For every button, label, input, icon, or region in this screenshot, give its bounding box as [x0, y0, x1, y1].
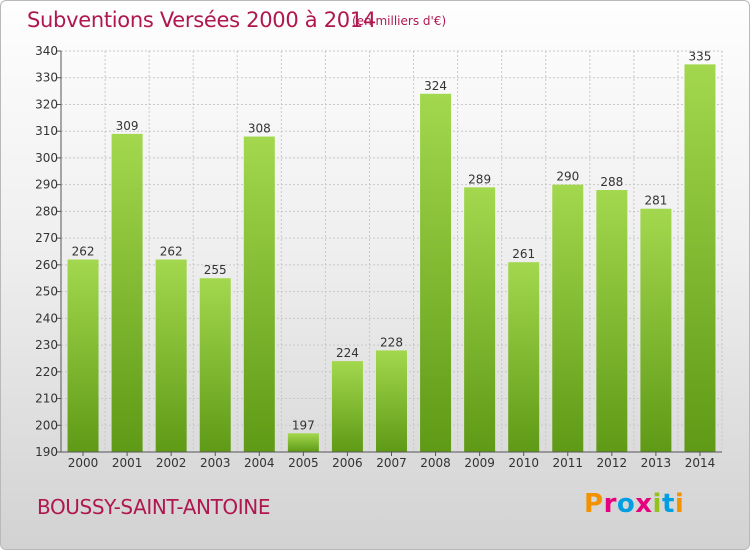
- x-tick-label: 2010: [508, 456, 539, 470]
- logo-letter: i: [652, 489, 662, 519]
- data-label-2007: 228: [380, 335, 403, 349]
- logo-letter: P: [584, 489, 604, 519]
- bar-2014: [684, 64, 716, 452]
- data-label-2001: 309: [116, 119, 139, 133]
- data-label-2004: 308: [248, 122, 271, 136]
- data-label-2009: 289: [468, 172, 491, 186]
- data-label-2014: 335: [689, 49, 712, 63]
- data-labels: 262 309 262 255 308 197 224 228 324 289 261 290 288 2…: [72, 49, 712, 432]
- x-tick-label: 2000: [68, 456, 99, 470]
- x-tick-label: 2006: [332, 456, 363, 470]
- bar-2008: [420, 93, 452, 453]
- unit-label: (en milliers d'€): [352, 14, 447, 28]
- y-tick-label: 290: [35, 178, 58, 192]
- y-tick-label: 190: [35, 445, 58, 459]
- y-tick-label: 270: [35, 231, 58, 245]
- data-label-2008: 324: [424, 79, 447, 93]
- y-tick-label: 320: [35, 97, 58, 111]
- x-tick-label: 2003: [200, 456, 231, 470]
- chart-title: Subventions Versées 2000 à 2014: [27, 8, 376, 32]
- x-tick-label: 2009: [464, 456, 495, 470]
- x-tick-label: 2014: [685, 456, 716, 470]
- x-tick-label: 2012: [597, 456, 628, 470]
- x-tick-label: 2002: [156, 456, 187, 470]
- bar-2007: [376, 350, 407, 452]
- y-tick-label: 310: [35, 124, 58, 138]
- data-label-2006: 224: [336, 346, 359, 360]
- data-label-2002: 262: [160, 245, 183, 259]
- y-tick-label: 220: [35, 365, 58, 379]
- x-tick-label: 2005: [288, 456, 319, 470]
- commune-name: BOUSSY-SAINT-ANTOINE: [37, 495, 271, 519]
- bar-2011: [552, 184, 584, 452]
- bar-2000: [67, 259, 99, 452]
- logo-letter: r: [603, 489, 617, 519]
- bar-2010: [508, 262, 540, 452]
- y-tick-label: 200: [35, 418, 58, 432]
- logo-letter: x: [635, 489, 653, 519]
- y-tick-label: 250: [35, 285, 58, 299]
- logo-letter: t: [661, 489, 675, 519]
- bar-2009: [464, 187, 496, 452]
- data-label-2011: 290: [556, 170, 579, 184]
- y-tick-label: 330: [35, 71, 58, 85]
- x-tick-label: 2008: [420, 456, 451, 470]
- x-tick-label: 2007: [376, 456, 407, 470]
- y-tick-label: 260: [35, 258, 58, 272]
- logo-letter: o: [616, 489, 636, 519]
- data-label-2013: 281: [644, 194, 667, 208]
- bar-2012: [596, 190, 628, 452]
- data-label-2012: 288: [600, 175, 623, 189]
- bar-2003: [199, 278, 231, 452]
- logo-letter: i: [674, 489, 685, 519]
- y-tick-label: 240: [35, 311, 58, 325]
- data-label-2003: 255: [204, 263, 227, 277]
- bar-2005: [287, 433, 319, 452]
- x-tick-label: 2013: [641, 456, 672, 470]
- y-tick-label: 210: [35, 392, 58, 406]
- y-tick-label: 340: [35, 44, 58, 58]
- x-tick-label: 2011: [552, 456, 583, 470]
- y-tick-label: 300: [35, 151, 58, 165]
- bar-2002: [155, 259, 187, 452]
- y-tick-label: 280: [35, 204, 58, 218]
- data-label-2000: 262: [72, 245, 95, 259]
- x-tick-label: 2001: [112, 456, 143, 470]
- bars: [67, 64, 716, 453]
- data-label-2010: 261: [512, 247, 535, 261]
- x-tick-label: 2004: [244, 456, 275, 470]
- bar-2004: [243, 136, 275, 452]
- grid: [60, 50, 723, 453]
- bar-2013: [640, 208, 672, 452]
- bar-2001: [111, 133, 143, 452]
- y-tick-label: 230: [35, 338, 58, 352]
- axes: 190 200 210 220 230 240 250 260 270 280 290 300 310 3…: [35, 44, 722, 470]
- proxiti-logo: Proxiti: [584, 489, 684, 519]
- data-label-2005: 197: [292, 418, 315, 432]
- bar-2006: [331, 361, 363, 452]
